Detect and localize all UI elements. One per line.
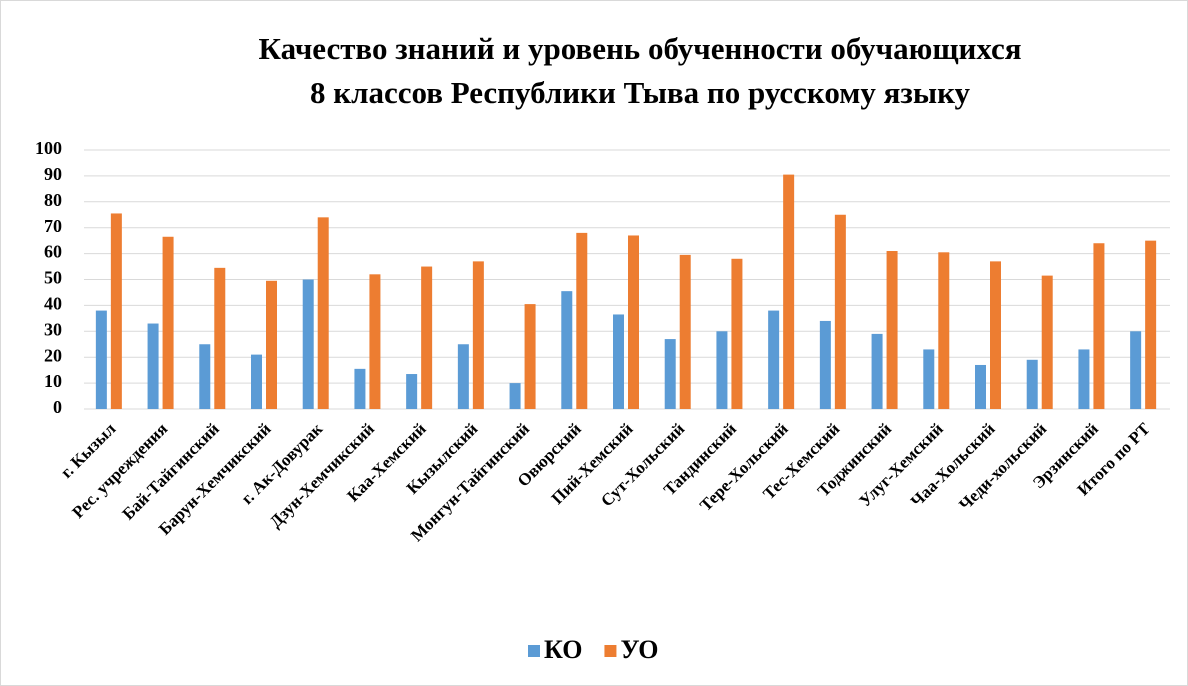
y-tick-label: 10	[44, 371, 62, 391]
bar	[302, 279, 314, 409]
bar	[975, 364, 986, 409]
bar	[251, 354, 262, 409]
bar	[1026, 359, 1038, 409]
bar	[834, 214, 846, 409]
bar	[266, 280, 277, 409]
legend-label: УО	[620, 635, 658, 664]
bar	[613, 314, 624, 409]
bar	[95, 310, 107, 409]
bar	[509, 383, 521, 409]
bar	[731, 258, 743, 409]
y-tick-label: 60	[44, 242, 62, 262]
legend-swatch	[604, 645, 617, 657]
bar	[199, 344, 211, 409]
bar	[1145, 240, 1157, 409]
bar	[871, 333, 883, 409]
y-tick-label: 0	[53, 397, 62, 417]
bar	[679, 254, 691, 409]
bar	[214, 267, 226, 409]
bar	[768, 310, 780, 409]
bar	[524, 304, 536, 409]
y-tick-label: 80	[44, 190, 62, 210]
bar	[1041, 275, 1053, 409]
bar	[923, 349, 935, 409]
bar	[354, 368, 366, 409]
bar	[369, 274, 381, 409]
bar	[990, 261, 1001, 409]
bar	[783, 174, 795, 409]
y-tick-label: 90	[44, 164, 62, 184]
bar	[576, 232, 588, 409]
bar	[938, 252, 950, 409]
bar	[147, 323, 159, 409]
bar	[664, 339, 676, 409]
bar	[1093, 243, 1105, 409]
y-tick-label: 100	[35, 138, 62, 158]
bar	[1078, 349, 1090, 409]
bar	[628, 235, 639, 409]
bar	[561, 291, 573, 409]
bar	[162, 236, 174, 409]
bar	[716, 331, 728, 409]
bar	[457, 344, 469, 409]
chart-title: 8 классов Республики Тыва по русскому яз…	[310, 75, 970, 110]
y-tick-label: 50	[44, 268, 62, 288]
bar	[110, 213, 122, 409]
y-tick-label: 20	[44, 345, 62, 365]
y-tick-label: 70	[44, 216, 62, 236]
bar	[886, 251, 898, 409]
bar	[472, 261, 484, 409]
bar	[1130, 331, 1142, 409]
bar	[317, 217, 329, 409]
bar	[421, 266, 433, 409]
legend-swatch	[528, 645, 540, 657]
y-tick-label: 40	[44, 294, 62, 314]
legend-label: КО	[544, 635, 582, 664]
y-tick-label: 30	[44, 319, 62, 339]
bar	[406, 374, 418, 409]
chart-title: Качество знаний и уровень обученности об…	[259, 31, 1022, 66]
bar	[819, 320, 831, 409]
